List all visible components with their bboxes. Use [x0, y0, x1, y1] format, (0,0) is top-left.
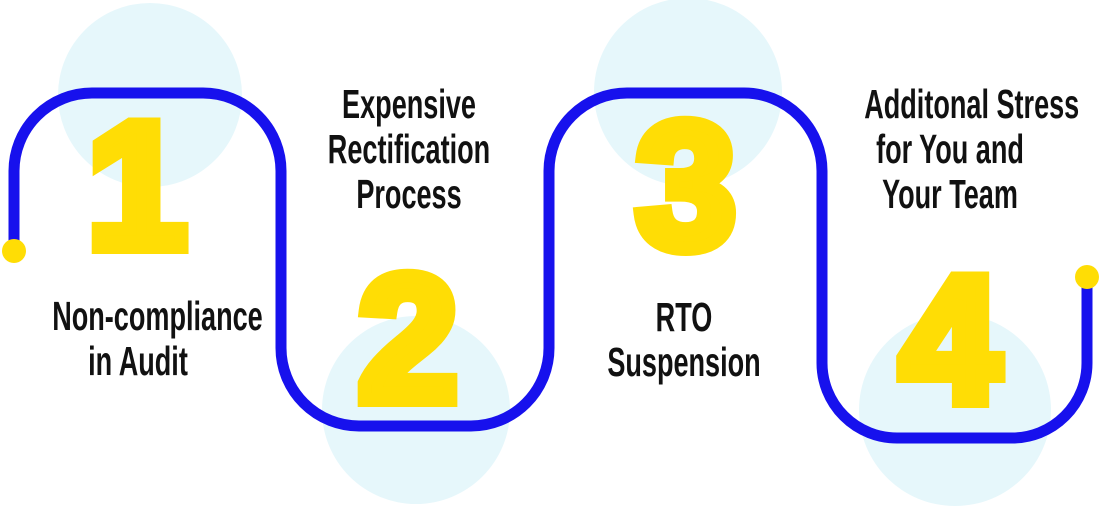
step-3-label: RTO Suspension	[554, 295, 814, 385]
flow-path-line	[8, 87, 1093, 444]
step-4-highlight-circle	[859, 314, 1051, 506]
step-label-line: RTO	[655, 294, 713, 340]
step-2-highlight-circle	[322, 316, 510, 504]
step-label-line: Suspension	[607, 339, 761, 385]
path-end-dot	[1075, 265, 1099, 289]
step-4-label: Additonal Stress for You and Your Team	[820, 82, 1080, 217]
step-1-number: 1	[27, 86, 247, 286]
step-1-label: Non-compliance in Audit	[8, 294, 268, 384]
step-label-line: Your Team	[882, 171, 1018, 217]
path-start-dot	[2, 239, 26, 263]
step-label-line: in Audit	[88, 338, 188, 384]
step-4-number: 4	[840, 240, 1060, 440]
step-number-text: 3	[630, 86, 743, 285]
step-label-line: Rectification	[327, 126, 491, 172]
step-2-label: Expensive Rectification Process	[279, 82, 539, 217]
step-label-line: Additonal Stress	[864, 81, 1080, 127]
step-label-line: Expensive	[342, 81, 476, 127]
step-number-text: 1	[81, 86, 194, 285]
step-label-line: Process	[356, 171, 462, 217]
step-label-line: Non-compliance	[52, 293, 263, 339]
step-label-line: for You and	[876, 126, 1024, 172]
step-number-text: 2	[352, 239, 465, 438]
step-number-text: 4	[894, 240, 1007, 439]
step-3-number: 3	[576, 86, 796, 286]
step-2-number: 2	[298, 239, 518, 439]
